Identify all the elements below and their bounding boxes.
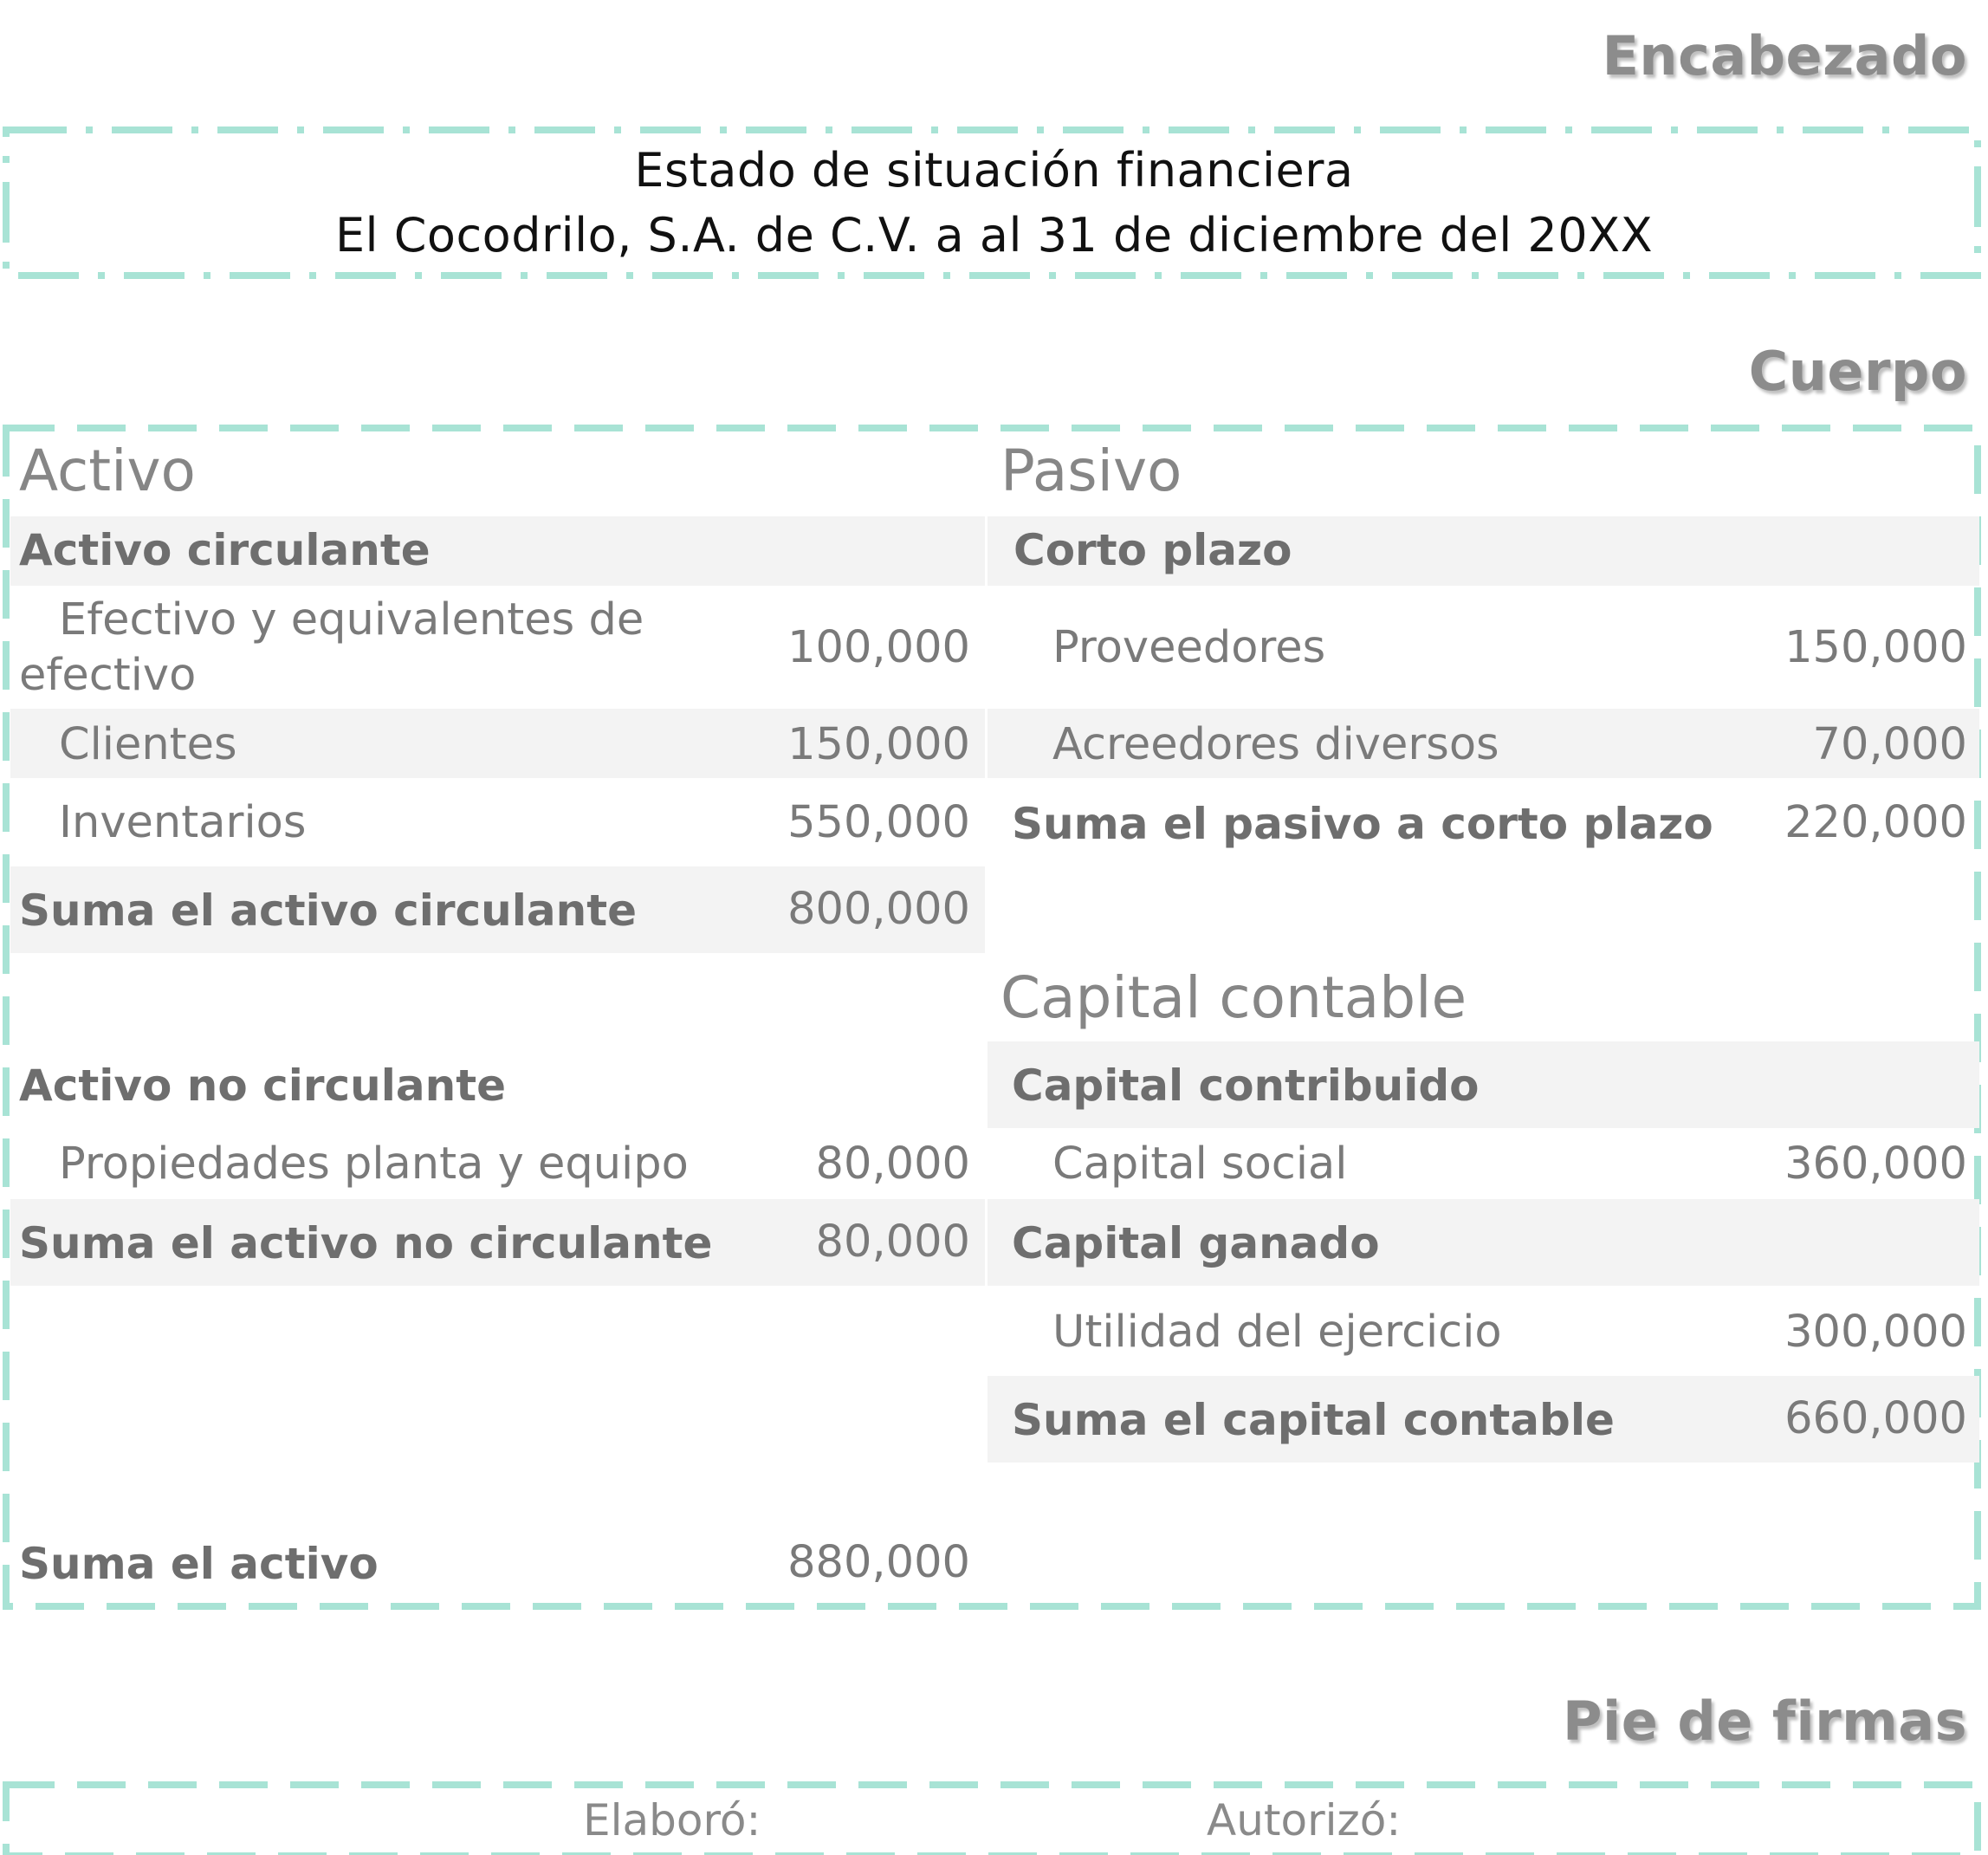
capital-contribuido-heading: Capital contribuido bbox=[1012, 1060, 1480, 1111]
inventarios-label: Inventarios bbox=[59, 797, 307, 848]
efectivo-label-line2: efectivo bbox=[19, 650, 197, 701]
activo-no-circulante-heading: Activo no circulante bbox=[19, 1060, 507, 1111]
capital-social-value: 360,000 bbox=[1784, 1138, 1967, 1190]
corto-plazo-heading: Corto plazo bbox=[1013, 525, 1292, 575]
body-section-label: Cuerpo bbox=[1748, 340, 1967, 403]
band-capital-ganado bbox=[988, 1199, 1979, 1286]
suma-activo-circulante-label: Suma el activo circulante bbox=[19, 885, 638, 936]
clientes-value: 150,000 bbox=[787, 719, 970, 770]
band-activo-circulante bbox=[10, 516, 985, 586]
band-clientes bbox=[10, 709, 985, 778]
band-suma-capital bbox=[988, 1376, 1979, 1463]
band-acreedores bbox=[988, 709, 1979, 778]
acreedores-label: Acreedores diversos bbox=[1052, 719, 1499, 770]
proveedores-label: Proveedores bbox=[1052, 622, 1326, 673]
utilidad-value: 300,000 bbox=[1784, 1307, 1967, 1358]
suma-pasivo-label: Suma el pasivo a corto plazo bbox=[1012, 799, 1713, 849]
header-section-label: Encabezado bbox=[1602, 24, 1967, 88]
suma-activo-no-circulante-value: 80,000 bbox=[815, 1216, 970, 1268]
proveedores-value: 150,000 bbox=[1784, 622, 1967, 673]
propiedades-value: 80,000 bbox=[815, 1138, 970, 1190]
utilidad-label: Utilidad del ejercicio bbox=[1052, 1307, 1502, 1358]
suma-capital-value: 660,000 bbox=[1784, 1393, 1967, 1444]
statement-subtitle: El Cocodrilo, S.A. de C.V. a al 31 de di… bbox=[334, 208, 1654, 263]
suma-activo-label: Suma el activo bbox=[19, 1539, 379, 1589]
suma-pasivo-value: 220,000 bbox=[1784, 797, 1967, 848]
clientes-label: Clientes bbox=[59, 719, 237, 770]
propiedades-label: Propiedades planta y equipo bbox=[59, 1138, 689, 1190]
acreedores-value: 70,000 bbox=[1812, 719, 1967, 770]
capital-ganado-heading: Capital ganado bbox=[1012, 1218, 1380, 1268]
band-corto-plazo bbox=[988, 516, 1979, 586]
statement-title: Estado de situación financiera bbox=[634, 143, 1354, 198]
activo-circulante-heading: Activo circulante bbox=[19, 525, 431, 575]
band-suma-activo-no-circulante bbox=[10, 1199, 985, 1286]
efectivo-label-line1: Efectivo y equivalentes de bbox=[59, 594, 644, 645]
band-suma-activo-circulante bbox=[10, 866, 985, 953]
efectivo-value: 100,000 bbox=[787, 622, 970, 673]
elaboro-label: Elaboró: bbox=[583, 1795, 761, 1845]
suma-activo-value: 880,000 bbox=[787, 1537, 970, 1588]
band-capital-contribuido bbox=[988, 1041, 1979, 1128]
pasivo-heading: Pasivo bbox=[1000, 438, 1182, 504]
activo-heading: Activo bbox=[19, 438, 196, 504]
inventarios-value: 550,000 bbox=[787, 797, 970, 848]
footer-border bbox=[3, 1781, 1981, 1855]
footer-section-label: Pie de firmas bbox=[1563, 1690, 1967, 1753]
suma-activo-circulante-value: 800,000 bbox=[787, 884, 970, 935]
suma-capital-label: Suma el capital contable bbox=[1012, 1395, 1615, 1445]
capital-social-label: Capital social bbox=[1052, 1138, 1348, 1190]
capital-heading: Capital contable bbox=[1000, 964, 1467, 1031]
suma-activo-no-circulante-label: Suma el activo no circulante bbox=[19, 1218, 713, 1268]
autorizo-label: Autorizó: bbox=[1207, 1795, 1402, 1845]
